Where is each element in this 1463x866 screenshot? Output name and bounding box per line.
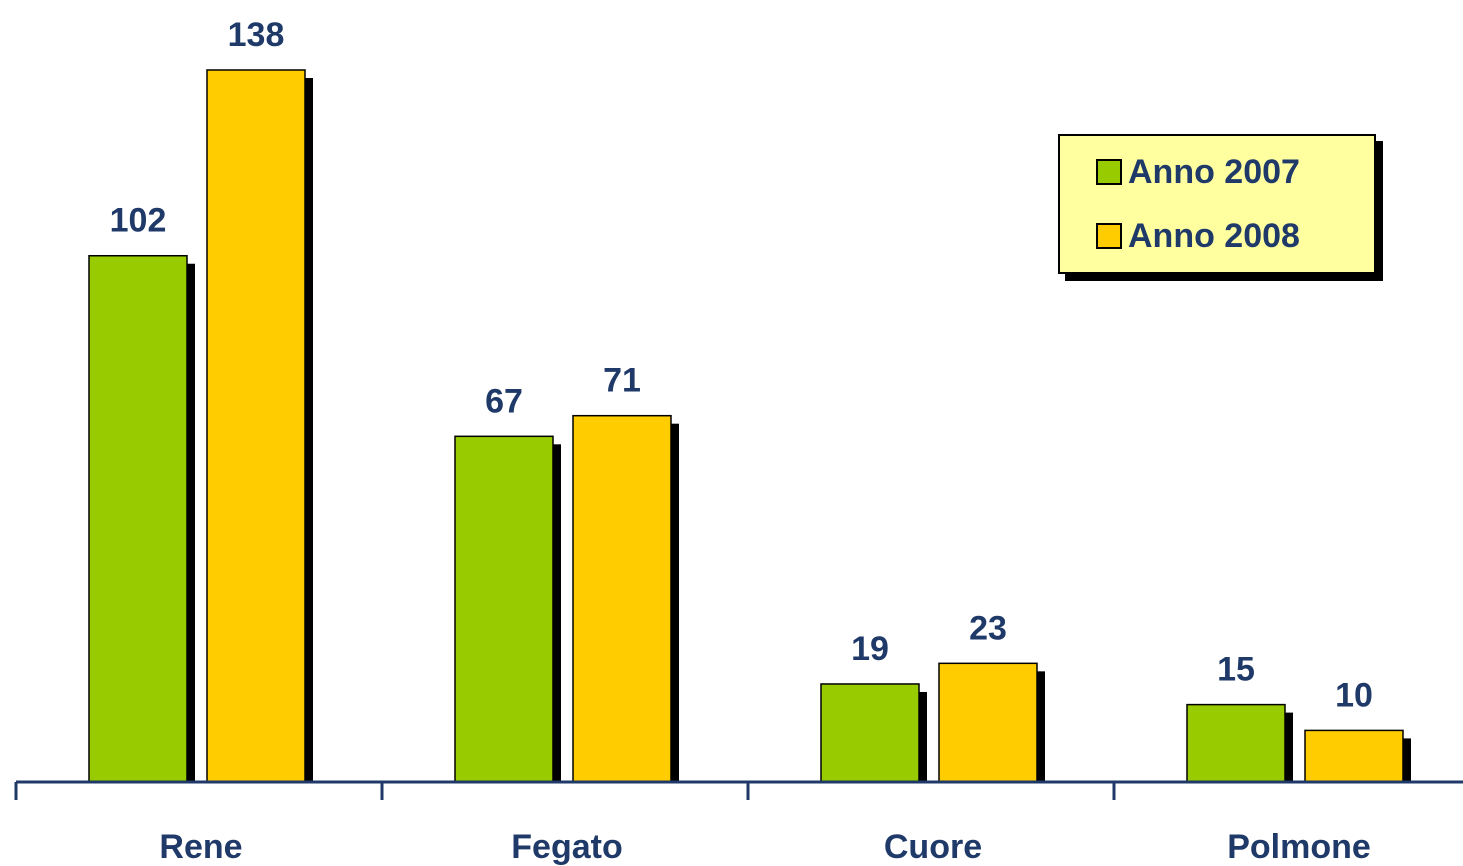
bar-cuore-anno-2008 bbox=[938, 662, 1038, 783]
data-label-cuore-anno-2007: 19 bbox=[851, 630, 889, 668]
bar-fegato-anno-2007 bbox=[454, 435, 554, 783]
category-label-polmone: Polmone bbox=[1227, 828, 1371, 866]
bar-polmone-anno-2007 bbox=[1186, 703, 1286, 783]
legend-item-2007: Anno 2007 bbox=[1096, 152, 1300, 192]
data-label-fegato-anno-2008: 71 bbox=[603, 362, 641, 400]
legend-swatch-2008 bbox=[1096, 223, 1122, 249]
legend-swatch-2007 bbox=[1096, 159, 1122, 185]
bar-cuore-anno-2007 bbox=[820, 683, 920, 783]
legend-label-2007: Anno 2007 bbox=[1128, 152, 1300, 191]
category-label-rene: Rene bbox=[159, 828, 242, 866]
bar-polmone-anno-2008 bbox=[1304, 729, 1404, 783]
bar-fegato-anno-2008 bbox=[572, 414, 672, 783]
data-label-rene-anno-2007: 102 bbox=[110, 202, 167, 240]
data-label-polmone-anno-2007: 15 bbox=[1217, 651, 1255, 689]
labels-layer: 102 138 Rene 67 71 Fegato 19 23 Cuore 15 10 Polmone bbox=[110, 16, 1373, 866]
bar-rene-anno-2008 bbox=[206, 69, 306, 783]
legend-label-2008: Anno 2008 bbox=[1128, 216, 1300, 255]
x-axis bbox=[14, 780, 1463, 800]
data-label-rene-anno-2008: 138 bbox=[228, 16, 285, 54]
category-label-fegato: Fegato bbox=[511, 828, 622, 866]
category-label-cuore: Cuore bbox=[884, 828, 982, 866]
data-label-cuore-anno-2008: 23 bbox=[969, 609, 1007, 647]
legend: Anno 2007 Anno 2008 bbox=[1058, 134, 1376, 274]
data-label-polmone-anno-2008: 10 bbox=[1335, 676, 1373, 714]
legend-item-2008: Anno 2008 bbox=[1096, 216, 1300, 256]
data-label-fegato-anno-2007: 67 bbox=[485, 382, 523, 420]
bar-rene-anno-2007 bbox=[88, 254, 188, 783]
bars-layer bbox=[88, 69, 1411, 783]
